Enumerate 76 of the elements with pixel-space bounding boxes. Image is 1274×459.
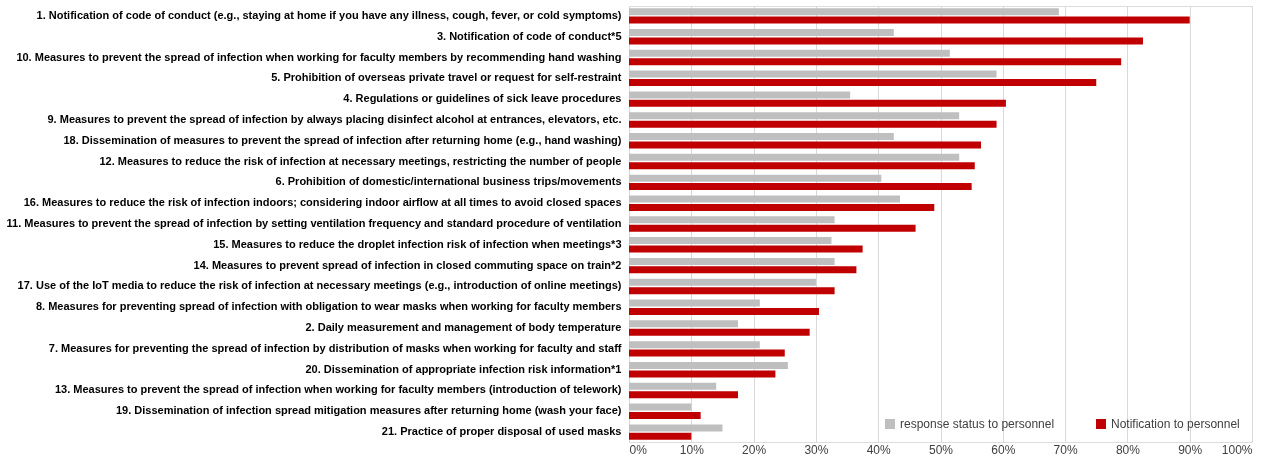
y-tick-label: 11. Measures to prevent the spread of infection by setting ventilation frequency and standard procedure of ventilation	[6, 217, 622, 229]
bar	[629, 320, 739, 328]
x-tick-label: 20%	[742, 442, 767, 457]
y-tick-label: 9. Measures to prevent the spread of infection by always placing disinfect alcohol at entrances, elevators, etc.	[47, 112, 622, 125]
y-tick-label: 4. Regulations or guidelines of sick leave procedures	[343, 92, 622, 105]
x-tick-label: 100%	[1221, 442, 1253, 457]
y-tick-label: 17. Use of the IoT media to reduce the risk of infection at necessary meetings (e.g., introduction of online meetings)	[17, 279, 622, 292]
bar	[629, 424, 723, 432]
bar	[629, 412, 701, 420]
y-tick-label: 12. Measures to reduce the risk of infection at necessary meetings, restricting the number of people	[99, 154, 622, 167]
x-tick-label: 0%	[629, 442, 648, 457]
y-tick-label: 21. Practice of proper disposal of used masks	[381, 425, 622, 438]
legend-label: response status to personnel	[900, 417, 1055, 431]
bar	[629, 99, 1006, 107]
x-tick-label: 40%	[866, 442, 892, 457]
y-tick-label: 8. Measures for preventing spread of infection with obligation to wear masks when working for faculty members	[35, 300, 622, 313]
bar	[629, 382, 717, 390]
x-tick-label: 90%	[1178, 442, 1203, 457]
bar	[629, 8, 1059, 16]
bar	[629, 174, 882, 182]
y-tick-label: 3. Notification of code of conduct*5	[436, 29, 622, 42]
bar	[629, 299, 760, 307]
bar	[629, 403, 692, 411]
y-tick-label: 14. Measures to prevent spread of infection in closed commuting space on train*2	[193, 258, 622, 271]
x-tick-label: 30%	[804, 442, 829, 457]
bar	[629, 183, 972, 191]
bar	[629, 349, 785, 357]
bar	[629, 257, 835, 265]
bar	[629, 224, 916, 232]
bar	[629, 58, 1122, 66]
bar	[629, 361, 788, 369]
bar	[629, 49, 950, 57]
y-tick-label: 18. Dissemination of measures to prevent the spread of infection after returning home (e.g., hand washing)	[63, 133, 622, 146]
y-tick-label: 1. Notification of code of conduct (e.g., staying at home if you have any illness, cough, fever, or cold symptoms)	[36, 8, 622, 21]
bar	[629, 266, 857, 274]
bar	[629, 141, 981, 149]
bar	[629, 370, 776, 378]
y-tick-label: 16. Measures to reduce the risk of infection indoors; considering indoor airflow at all times to avoid closed spaces	[23, 196, 622, 209]
bar	[629, 70, 997, 78]
bar	[629, 153, 960, 161]
bar	[629, 195, 901, 203]
bar	[629, 328, 810, 336]
bar	[629, 79, 1097, 87]
bar	[629, 237, 832, 245]
bar	[629, 28, 894, 36]
x-tick-label: 70%	[1053, 442, 1078, 457]
y-tick-label: 7. Measures for preventing the spread of infection by distribution of masks when working for faculty and staff	[48, 341, 622, 354]
y-tick-label: 13. Measures to prevent the spread of infection when working for faculty members (introduction of telework)	[54, 383, 622, 396]
bar	[629, 133, 894, 141]
x-tick-label: 80%	[1115, 442, 1141, 457]
x-tick-label: 10%	[679, 442, 705, 457]
y-tick-label: 20. Dissemination of appropriate infection risk information*1	[305, 362, 622, 375]
y-tick-label: 5. Prohibition of overseas private travel or request for self-restraint	[271, 71, 622, 84]
y-tick-label: 15. Measures to reduce the droplet infection risk of infection when meetings*3	[213, 237, 622, 250]
bar	[629, 245, 863, 253]
x-tick-label: 50%	[928, 442, 954, 457]
bar	[629, 162, 975, 170]
x-tick-label: 60%	[991, 442, 1016, 457]
bar	[629, 287, 835, 295]
y-tick-label: 19. Dissemination of infection spread mitigation measures after returning home (wash your face)	[115, 404, 622, 417]
bar	[629, 112, 960, 120]
bar	[629, 16, 1190, 24]
bar	[629, 216, 835, 224]
y-tick-label: 6. Prohibition of domestic/international business trips/movements	[275, 175, 622, 188]
bar	[629, 203, 935, 211]
bar	[629, 341, 760, 349]
y-tick-label: 2. Daily measurement and management of body temperature	[305, 321, 622, 334]
bar	[629, 120, 997, 128]
legend-label: Notification to personnel	[1111, 417, 1240, 431]
bar	[629, 307, 820, 315]
bar	[629, 37, 1143, 45]
y-tick-label: 10. Measures to prevent the spread of infection when working for faculty members by recommending hand washing	[16, 50, 622, 63]
bar	[629, 432, 692, 440]
bar	[629, 391, 739, 399]
bar	[629, 91, 851, 99]
bar	[629, 278, 816, 286]
